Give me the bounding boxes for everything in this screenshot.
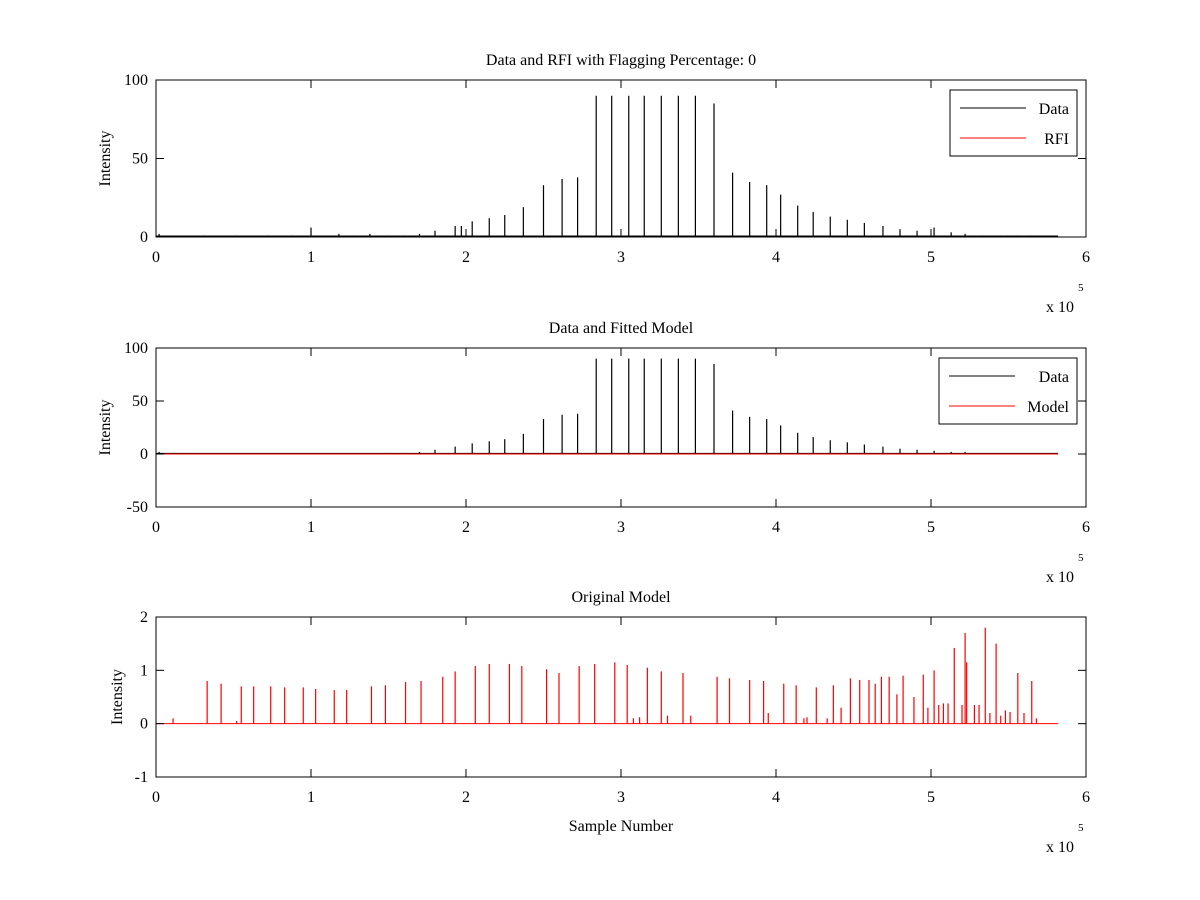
x-exponent-label: x 10 5: [1046, 552, 1084, 586]
legend-entry: Model: [1027, 399, 1069, 416]
x-exponent-power: 5: [1078, 552, 1084, 564]
x-tick-label: 1: [307, 789, 315, 806]
y-tick-label: 100: [124, 340, 148, 357]
x-tick-label: 4: [772, 789, 780, 806]
x-tick-label: 4: [772, 249, 780, 266]
x-axis-label: Sample Number: [569, 818, 674, 835]
x-exponent-base: x 10: [1046, 569, 1074, 586]
y-tick-label: -1: [135, 769, 148, 786]
legend-entry: RFI: [1044, 131, 1069, 148]
legend-box: [938, 357, 1078, 425]
chart-panels: Data and RFI with Flagging Percentage: 0…: [97, 52, 1090, 856]
y-tick-label: 1: [140, 662, 148, 679]
x-exponent-base: x 10: [1046, 839, 1074, 856]
legend: Data Model: [938, 357, 1078, 425]
series-1: [156, 358, 1059, 454]
y-axis-label: Intensity: [109, 669, 126, 725]
y-tick-label: 2: [140, 609, 148, 626]
series-1: [156, 627, 1059, 725]
legend-entry: Data: [1039, 369, 1069, 386]
chart-panel-1: Data and RFI with Flagging Percentage: 0…: [97, 52, 1090, 316]
x-tick-label: 3: [617, 789, 625, 806]
x-tick-label: 4: [772, 519, 780, 536]
y-tick-label: 0: [140, 229, 148, 246]
series-1: [156, 95, 1059, 237]
y-axis-label: Intensity: [97, 131, 114, 187]
x-tick-label: 2: [462, 519, 470, 536]
x-tick-label: 0: [152, 249, 160, 266]
legend: Data RFI: [949, 89, 1078, 157]
x-exponent-power: 5: [1078, 822, 1084, 834]
x-tick-label: 6: [1082, 519, 1090, 536]
legend-entry: Data: [1039, 101, 1069, 118]
y-tick-label: -50: [127, 499, 148, 516]
y-tick-label: 0: [140, 446, 148, 463]
x-tick-label: 5: [927, 789, 935, 806]
x-tick-label: 3: [617, 519, 625, 536]
x-exponent-base: x 10: [1046, 299, 1074, 316]
x-tick-label: 6: [1082, 249, 1090, 266]
x-exponent-power: 5: [1078, 282, 1084, 294]
x-tick-label: 2: [462, 789, 470, 806]
y-tick-label: 50: [132, 151, 148, 168]
x-tick-label: 2: [462, 249, 470, 266]
x-tick-label: 1: [307, 249, 315, 266]
x-tick-label: 5: [927, 519, 935, 536]
y-axis-label: Intensity: [97, 400, 114, 456]
y-tick-label: 100: [124, 72, 148, 89]
x-tick-label: 5: [927, 249, 935, 266]
x-exponent-label: x 10 5: [1046, 822, 1084, 856]
y-tick-label: 0: [140, 716, 148, 733]
x-tick-label: 1: [307, 519, 315, 536]
x-tick-label: 6: [1082, 789, 1090, 806]
legend-box: [949, 89, 1078, 157]
x-tick-label: 3: [617, 249, 625, 266]
x-tick-label: 0: [152, 519, 160, 536]
chart-title: Data and RFI with Flagging Percentage: 0: [486, 52, 756, 69]
chart-title: Data and Fitted Model: [549, 320, 694, 337]
y-tick-label: 50: [132, 393, 148, 410]
chart-title: Original Model: [571, 589, 671, 606]
x-exponent-label: x 10 5: [1046, 282, 1084, 316]
x-tick-label: 0: [152, 789, 160, 806]
